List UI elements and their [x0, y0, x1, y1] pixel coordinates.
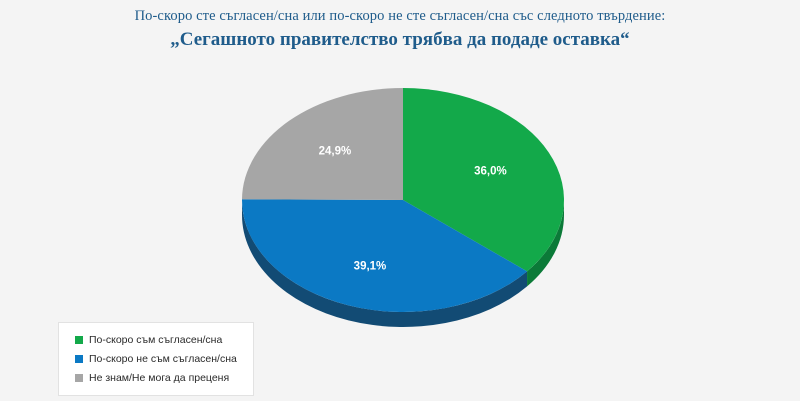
chart-legend: По-скоро съм съгласен/сна По-скоро не съ…	[58, 322, 254, 396]
chart-subtitle: По-скоро сте съгласен/сна или по-скоро н…	[134, 8, 666, 24]
pie-label-green: 36,0%	[474, 165, 507, 177]
legend-swatch-gray	[75, 373, 83, 382]
legend-label-dontknow: Не знам/Не мога да преценя	[89, 371, 230, 384]
pie-chart: 36,0% 39,1% 24,9%	[0, 60, 800, 345]
pie-3d-sides	[242, 200, 564, 327]
legend-label-agree: По-скоро съм съгласен/сна	[89, 333, 223, 346]
legend-item-disagree[interactable]: По-скоро не съм съгласен/сна	[59, 349, 253, 368]
pie-slice-blue	[241, 199, 528, 312]
legend-swatch-blue	[75, 354, 83, 363]
pie-slice-gray	[242, 88, 403, 200]
chart-title-block: По-скоро сте съгласен/сна или по-скоро н…	[0, 6, 800, 52]
pie-chart-svg: 36,0% 39,1% 24,9%	[241, 88, 564, 327]
pie-side-green	[527, 200, 564, 287]
pie-top-face	[241, 88, 564, 312]
pie-label-gray: 24,9%	[319, 146, 352, 158]
legend-swatch-green	[75, 335, 83, 344]
pie-side-blue	[242, 200, 528, 327]
legend-label-disagree: По-скоро не съм съгласен/сна	[89, 352, 237, 365]
pie-slice-green	[403, 88, 564, 272]
page-title: „Сегашното правителство трябва да подаде…	[170, 29, 630, 50]
legend-item-dontknow[interactable]: Не знам/Не мога да преценя	[59, 368, 253, 387]
legend-item-agree[interactable]: По-скоро съм съгласен/сна	[59, 330, 253, 349]
pie-label-blue: 39,1%	[354, 260, 387, 272]
